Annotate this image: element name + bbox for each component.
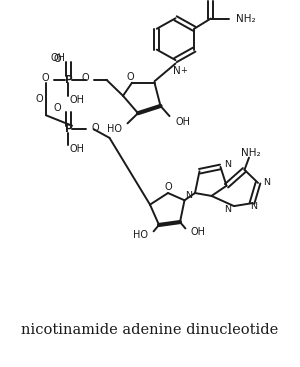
Text: HO: HO: [106, 124, 122, 134]
Text: O: O: [53, 103, 61, 113]
Text: O: O: [127, 72, 134, 82]
Text: nicotinamide adenine dinucleotide: nicotinamide adenine dinucleotide: [21, 323, 279, 337]
Text: O: O: [92, 123, 99, 133]
Text: O: O: [41, 73, 49, 83]
Text: alamy - 2HFH99N: alamy - 2HFH99N: [107, 352, 193, 362]
Text: +: +: [181, 66, 187, 76]
Text: OH: OH: [190, 227, 206, 237]
Text: OH: OH: [176, 117, 190, 127]
Text: N: N: [224, 205, 231, 214]
Text: OH: OH: [70, 145, 85, 155]
Text: HO: HO: [134, 230, 148, 240]
Text: N: N: [263, 178, 270, 188]
Text: O: O: [53, 54, 61, 64]
Text: N: N: [224, 160, 231, 169]
Text: P: P: [64, 75, 72, 85]
Text: N: N: [250, 202, 257, 211]
Text: N: N: [173, 66, 181, 76]
Text: O: O: [35, 94, 43, 104]
Text: OH: OH: [70, 95, 85, 105]
Text: NH₂: NH₂: [241, 148, 260, 158]
Text: O: O: [164, 182, 172, 192]
Text: N: N: [185, 191, 192, 200]
Text: OH: OH: [50, 53, 65, 63]
Text: O: O: [82, 73, 89, 83]
Text: P: P: [64, 124, 72, 134]
Text: NH₂: NH₂: [236, 14, 256, 23]
